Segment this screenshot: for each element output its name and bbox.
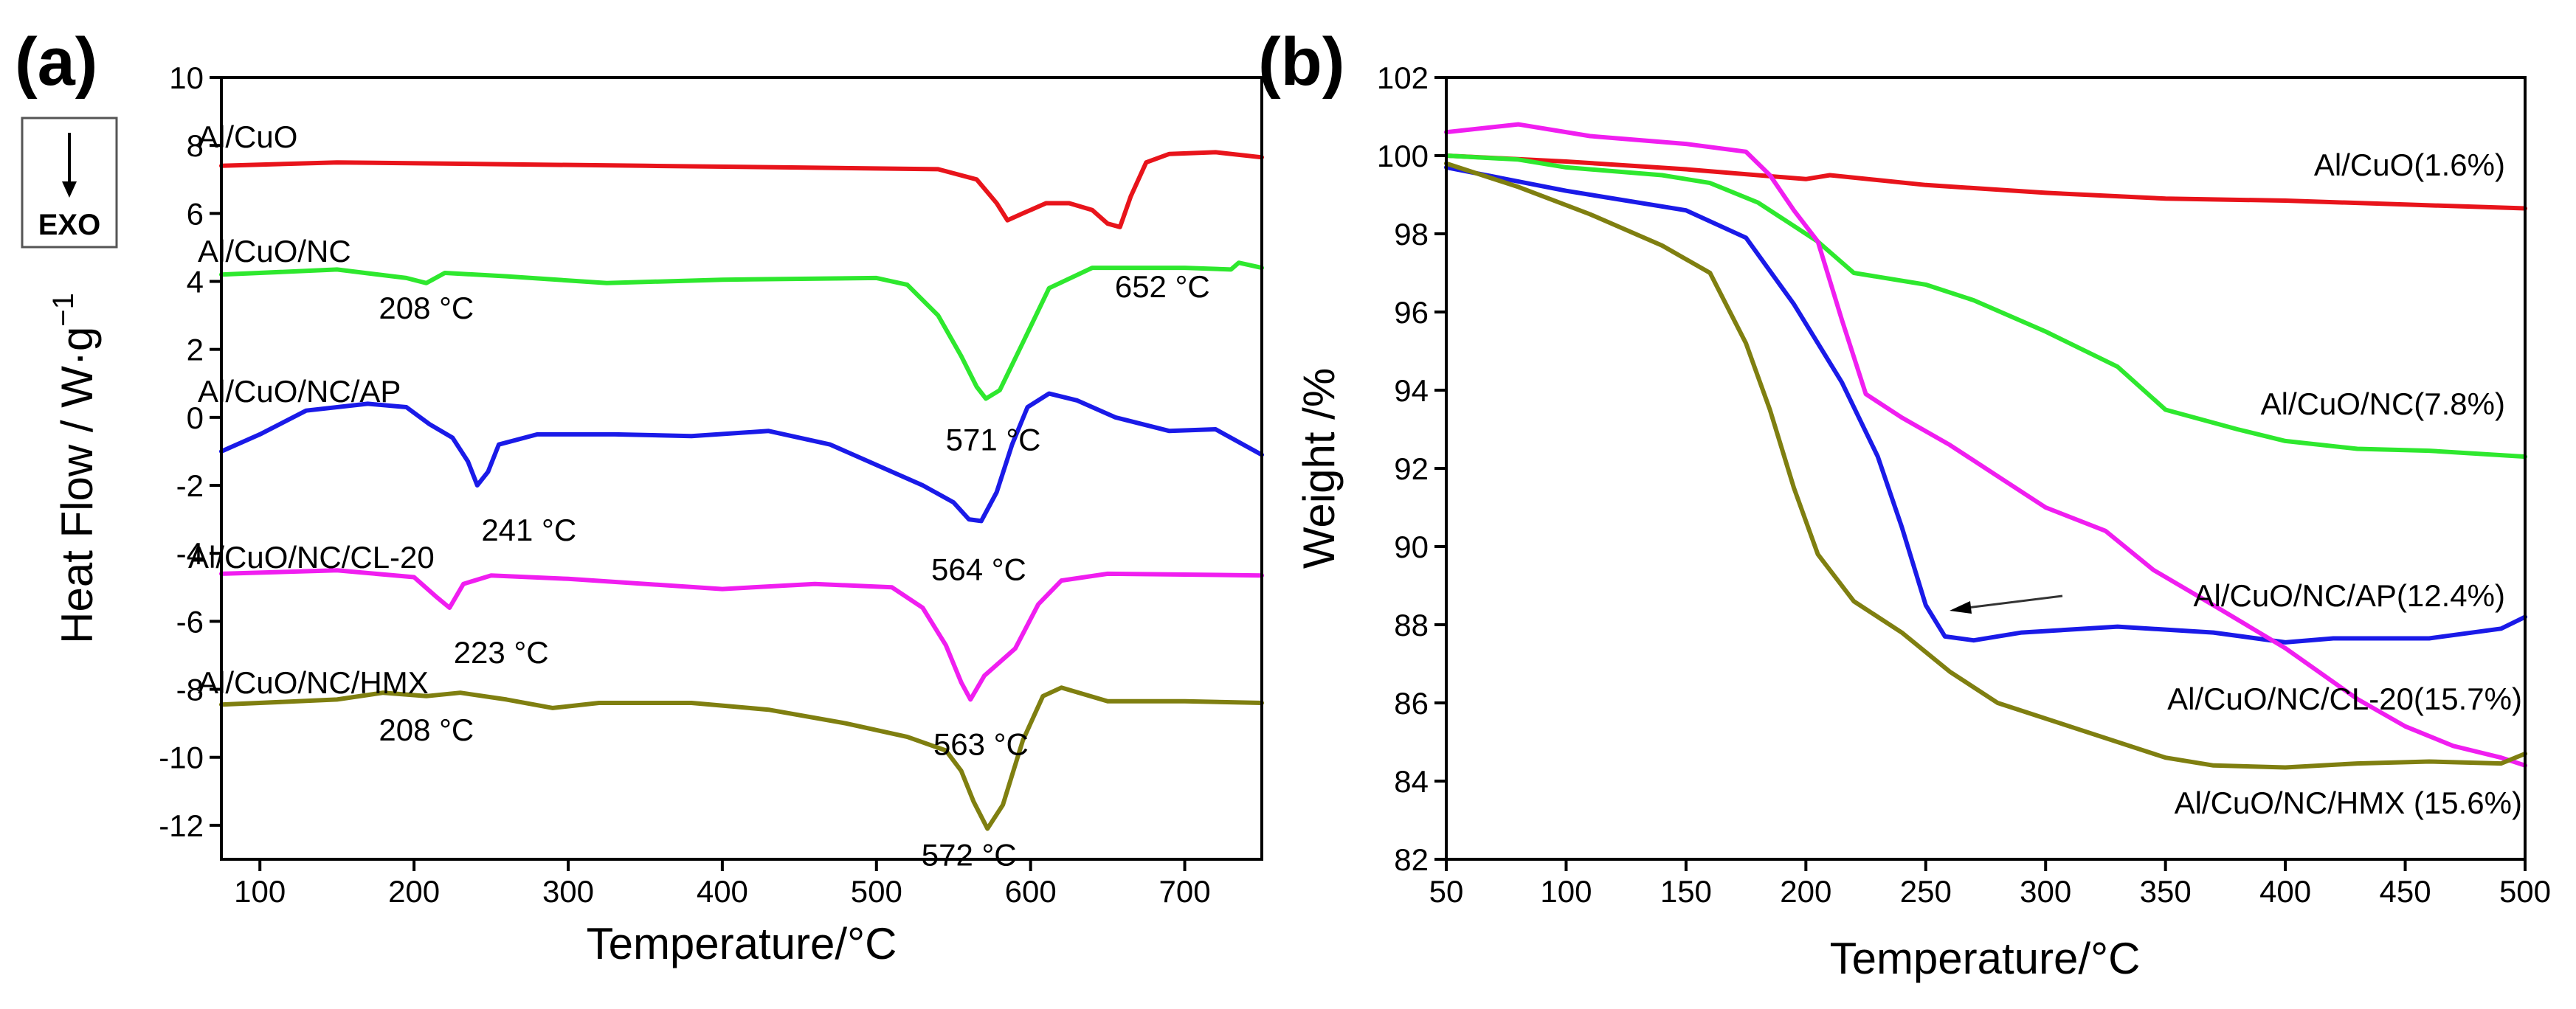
panel-b-ap-arrow-head-icon xyxy=(1950,601,1972,614)
a-y-tick-label-2: -2 xyxy=(176,468,204,503)
a-peak-label-al-cuo-nc-hmx-208-c: 208 °C xyxy=(379,712,474,747)
b-y-tick-label-82: 82 xyxy=(1394,842,1429,877)
a-series-label-al-cuo-nc: Al/CuO/NC xyxy=(198,234,351,268)
panel-a-plot-frame xyxy=(220,76,1263,861)
a-peak-label-al-cuo-nc-ap-241-c: 241 °C xyxy=(481,513,576,547)
a-y-tick-label-4: -4 xyxy=(176,536,204,571)
panel-b-label: (b) xyxy=(1258,24,1344,100)
a-x-tick-label-700: 700 xyxy=(1159,874,1211,909)
b-series-line-al-cuo-1-6 xyxy=(1444,153,2527,211)
a-x-tick-label-600: 600 xyxy=(1005,874,1057,909)
panel-a-series-labels: Al/CuO Al/CuO/NC Al/CuO/NC/AP Al/CuO/NC/CL-… xyxy=(188,119,435,700)
exo-indicator: EXO xyxy=(21,117,118,249)
a-y-tick-label-2: 2 xyxy=(187,333,204,367)
b-series-label-al-cuo-nc-ap-12-4: Al/CuO/NC/AP(12.4%) xyxy=(2194,578,2505,613)
a-x-tick-label-200: 200 xyxy=(388,874,440,909)
panel-b-y-ticks: 82 84 86 88 90 92 94 96 98 100 102 xyxy=(1377,60,1446,877)
b-x-tick-label-200: 200 xyxy=(1780,874,1831,909)
panel-a-peak-labels: 652 °C 208 °C 571 °C 241 °C 564 °C 223 °C 563 … xyxy=(379,269,1209,873)
b-series-label-al-cuo-nc-hmx-15-6: Al/CuO/NC/HMX (15.6%) xyxy=(2175,786,2522,820)
a-y-tick-label-6: 6 xyxy=(187,196,204,231)
b-x-tick-label-50: 50 xyxy=(1429,874,1464,909)
a-y-tick-label-8: 8 xyxy=(187,128,204,163)
a-x-tick-label-400: 400 xyxy=(697,874,748,909)
panel-a-y-axis-title-main: Heat Flow / W·g xyxy=(52,327,102,644)
a-series-line-al-cuo-nc-cl-20 xyxy=(219,568,1264,702)
b-y-tick-label-102: 102 xyxy=(1377,60,1429,95)
exo-arrow-down-icon xyxy=(62,181,77,198)
panel-a-dsc-chart: (a) 100 200 300 400 500 600 700 -12-10-8-6-4-2… xyxy=(15,24,1264,968)
b-y-tick-label-84: 84 xyxy=(1394,764,1429,799)
b-y-tick-label-88: 88 xyxy=(1394,608,1429,642)
b-y-tick-label-86: 86 xyxy=(1394,686,1429,721)
b-series-line-al-cuo-nc-cl-20-15-7 xyxy=(1444,122,2527,768)
b-y-tick-label-98: 98 xyxy=(1394,217,1429,252)
b-x-tick-label-300: 300 xyxy=(2020,874,2071,909)
b-y-tick-label-94: 94 xyxy=(1394,373,1429,408)
b-series-line-al-cuo-nc-7-8 xyxy=(1444,153,2527,460)
panel-a-x-ticks: 100 200 300 400 500 600 700 xyxy=(234,859,1211,909)
a-y-tick-label-4: 4 xyxy=(187,265,204,299)
a-peak-label-al-cuo-nc-ap-564-c: 564 °C xyxy=(931,552,1026,586)
a-series-line-al-cuo-nc-hmx xyxy=(219,685,1264,831)
panel-a-y-axis-title-superscript: −1 xyxy=(47,293,80,327)
b-x-tick-label-350: 350 xyxy=(2140,874,2192,909)
panel-b-ap-arrow-line xyxy=(1955,594,2063,611)
a-peak-label-al-cuo-652-c: 652 °C xyxy=(1115,269,1210,304)
b-series-line-al-cuo-nc-hmx-15-6 xyxy=(1444,161,2527,770)
b-y-tick-label-96: 96 xyxy=(1394,295,1429,330)
a-series-label-al-cuo: Al/CuO xyxy=(198,119,297,154)
b-x-tick-label-100: 100 xyxy=(1540,874,1592,909)
panel-b-x-axis-title: Temperature/°C xyxy=(1830,934,2141,983)
a-series-line-al-cuo-nc xyxy=(219,260,1264,401)
a-series-line-al-cuo-nc-ap xyxy=(219,391,1264,524)
a-peak-label-al-cuo-nc-cl-20-223-c: 223 °C xyxy=(454,635,549,670)
b-series-line-al-cuo-nc-ap-12-4 xyxy=(1444,164,2527,645)
a-peak-label-al-cuo-nc-cl-20-563-c: 563 °C xyxy=(933,727,1029,761)
b-series-label-al-cuo-nc-cl-20-15-7: Al/CuO/NC/CL-20(15.7%) xyxy=(2167,682,2522,716)
panel-b-series xyxy=(1444,122,2527,770)
b-x-tick-label-450: 450 xyxy=(2380,874,2431,909)
a-x-tick-label-300: 300 xyxy=(542,874,594,909)
b-y-tick-label-100: 100 xyxy=(1377,139,1429,173)
a-series-label-al-cuo-nc-hmx: Al/CuO/NC/HMX xyxy=(198,665,429,700)
panel-a-label: (a) xyxy=(15,24,97,100)
b-y-tick-label-92: 92 xyxy=(1394,451,1429,486)
a-y-tick-label-0: 0 xyxy=(187,401,204,435)
a-y-tick-label-6: -6 xyxy=(176,604,204,639)
a-y-tick-label-10: -10 xyxy=(159,741,204,775)
a-y-tick-label-8: -8 xyxy=(176,673,204,707)
a-x-tick-label-500: 500 xyxy=(851,874,902,909)
exo-label: EXO xyxy=(38,209,100,241)
a-peak-label-al-cuo-nc-208-c: 208 °C xyxy=(379,291,474,325)
b-x-tick-label-400: 400 xyxy=(2259,874,2311,909)
panel-b-series-labels: Al/CuO(1.6%) Al/CuO/NC(7.8%) Al/CuO/NC/AP(… xyxy=(2167,148,2522,820)
b-series-label-al-cuo-1-6: Al/CuO(1.6%) xyxy=(2314,148,2505,182)
b-x-tick-label-250: 250 xyxy=(1900,874,1952,909)
a-y-tick-label-10: 10 xyxy=(169,60,204,95)
panel-a-y-ticks: -12 -10 -8 -6 -4 -2 0 2 4 6 8 10 xyxy=(159,60,221,843)
panel-b-tga-chart: (b) 50 100 150 200 250 300 350 400 450 500 82 84 86… xyxy=(1258,24,2551,983)
panel-b-y-axis-title: Weight /% xyxy=(1294,368,1344,569)
b-x-tick-label-150: 150 xyxy=(1660,874,1712,909)
b-x-tick-label-500: 500 xyxy=(2499,874,2551,909)
panel-a-y-axis-title: Heat Flow / W·g−1 xyxy=(47,293,102,644)
a-peak-label-al-cuo-nc-571-c: 571 °C xyxy=(946,423,1041,457)
a-series-label-al-cuo-nc-cl-20: Al/CuO/NC/CL-20 xyxy=(188,540,435,575)
b-y-tick-label-90: 90 xyxy=(1394,530,1429,564)
a-y-tick-label-12: -12 xyxy=(159,808,204,843)
a-series-line-al-cuo xyxy=(219,150,1264,229)
panel-b-x-ticks: 50 100 150 200 250 300 350 400 450 500 xyxy=(1429,859,2551,909)
a-peak-label-al-cuo-nc-hmx-572-c: 572 °C xyxy=(922,838,1017,873)
a-series-label-al-cuo-nc-ap: Al/CuO/NC/AP xyxy=(198,374,401,409)
panel-a-series xyxy=(219,150,1264,831)
a-x-tick-label-100: 100 xyxy=(234,874,286,909)
b-series-label-al-cuo-nc-7-8: Al/CuO/NC(7.8%) xyxy=(2261,386,2505,421)
panel-a-x-axis-title: Temperature/°C xyxy=(587,919,897,968)
